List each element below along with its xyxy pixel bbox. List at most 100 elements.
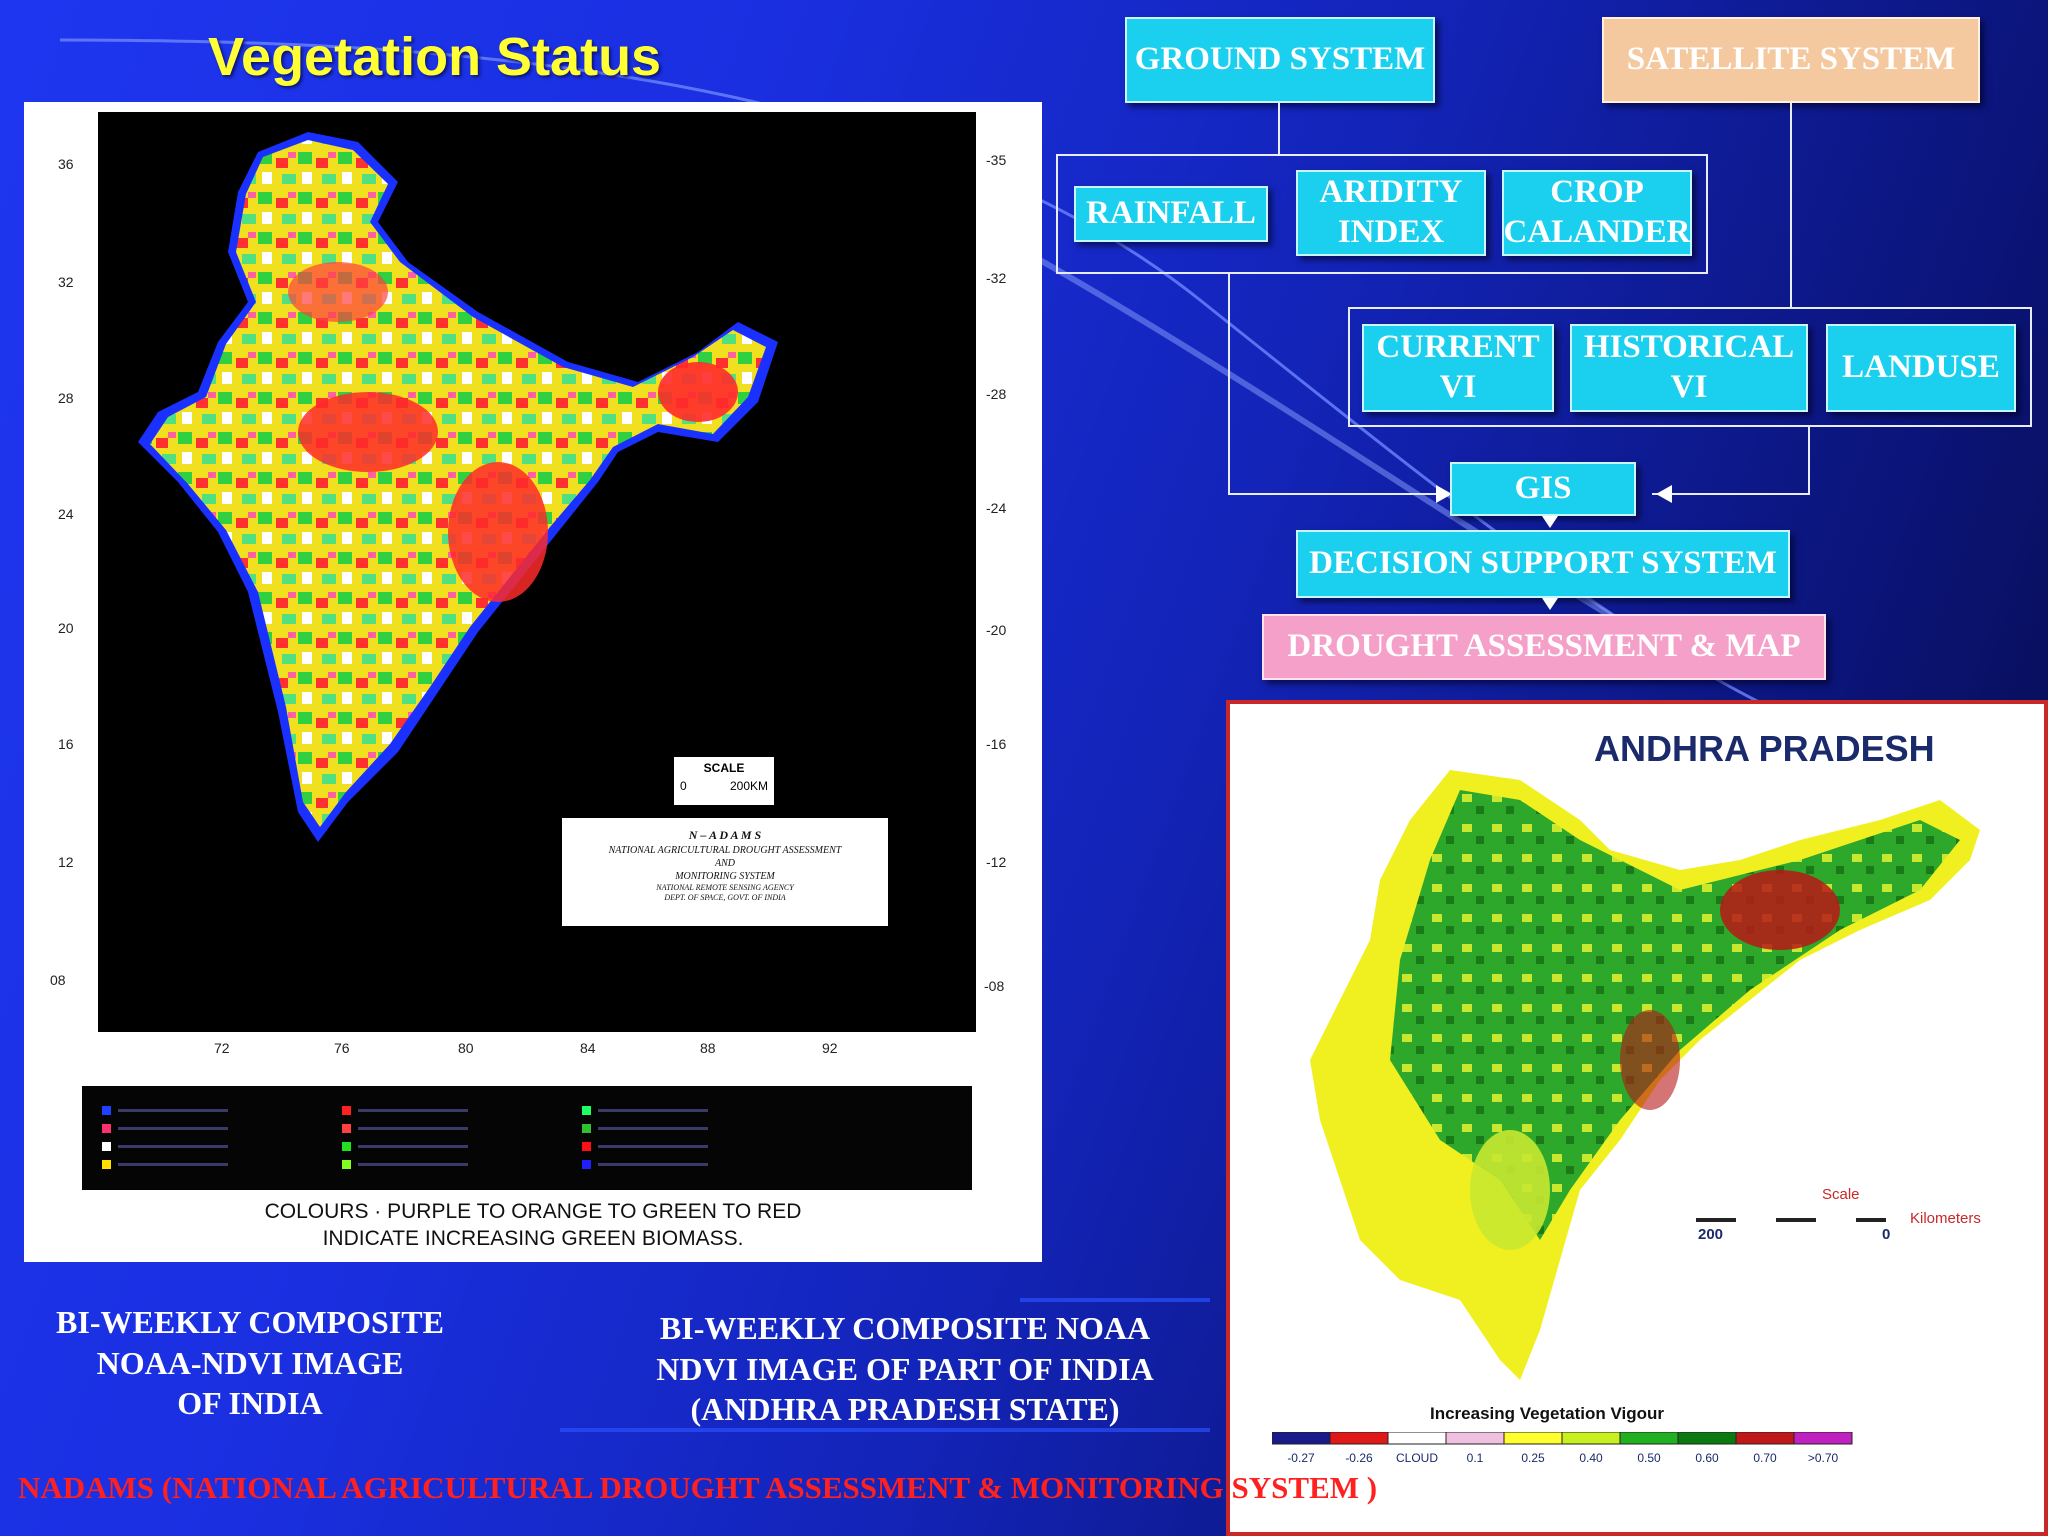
ap-legend-label: >0.70	[1808, 1451, 1839, 1465]
lat-label-right: -32	[986, 270, 1007, 286]
india-legend-swatch	[102, 1106, 111, 1115]
india-legend-swatch	[582, 1106, 591, 1115]
ap-legend-label: 0.1	[1467, 1451, 1484, 1465]
landuse-box: LANDUSE	[1826, 324, 2016, 412]
ap-legend-swatch	[1387, 1432, 1447, 1445]
lon-label: 76	[334, 1040, 350, 1056]
historical-vi-box: HISTORICAL VI	[1570, 324, 1808, 412]
lat-label-right: -28	[986, 386, 1007, 402]
india-legend-strip	[82, 1086, 972, 1190]
lat-label-left: 12	[58, 854, 74, 870]
connector	[1790, 103, 1792, 307]
satellite-system-box: SATELLITE SYSTEM	[1602, 17, 1980, 103]
ap-map-title: ANDHRA PRADESH	[1594, 728, 1935, 769]
lat-label-right: -12	[986, 854, 1007, 870]
aridity-index-box: ARIDITY INDEX	[1296, 170, 1486, 256]
info-line: N – A D A M S	[688, 828, 762, 842]
lat-label-right: -16	[986, 736, 1007, 752]
lat-label-right: -24	[986, 500, 1007, 516]
lat-label-left: 32	[58, 274, 74, 290]
ap-legend-swatch	[1793, 1432, 1853, 1445]
caption-line: NDVI IMAGE OF PART OF INDIA	[656, 1350, 1154, 1387]
lat-label-right: -20	[986, 622, 1007, 638]
india-legend-swatch	[102, 1142, 111, 1151]
ap-legend-swatch	[1272, 1432, 1331, 1445]
ap-legend-swatch	[1735, 1432, 1795, 1445]
arrow-down-icon	[1542, 598, 1558, 610]
info-line: DEPT. OF SPACE, GOVT. OF INDIA	[664, 892, 786, 902]
caption-line: OF INDIA	[177, 1385, 323, 1422]
ap-legend-label: 0.70	[1753, 1451, 1777, 1465]
ap-legend-label: 0.25	[1521, 1451, 1545, 1465]
india-legend-swatch	[342, 1160, 351, 1169]
gis-box: GIS	[1450, 462, 1636, 516]
crop-line: CROP	[1550, 174, 1644, 211]
caption-line: NOAA-NDVI IMAGE	[96, 1344, 404, 1381]
caption-line: BI-WEEKLY COMPOSITE NOAA	[659, 1310, 1151, 1346]
connector	[1228, 274, 1230, 494]
drought-assessment-box: DROUGHT ASSESSMENT & MAP	[1262, 614, 1826, 680]
india-legend-text-line	[598, 1127, 708, 1130]
lat-label-left: 28	[58, 390, 74, 406]
scale-start: 0	[680, 779, 687, 793]
scale-label: SCALE	[703, 761, 745, 775]
rainfall-box: RAINFALL	[1074, 186, 1268, 242]
ap-scale-bar	[1696, 1218, 1886, 1222]
india-legend-text-line	[118, 1127, 228, 1130]
connector	[1808, 427, 1810, 495]
india-legend-text-line	[358, 1145, 468, 1148]
india-legend-swatch	[582, 1160, 591, 1169]
slide-title: Vegetation Status	[208, 27, 662, 87]
ap-scale-unit: Kilometers	[1910, 1210, 1981, 1227]
lat-label-right: -35	[986, 152, 1007, 168]
india-legend-text-line	[118, 1109, 228, 1112]
india-scale-box: SCALE 0 200KM	[673, 756, 775, 806]
scale-end: 200KM	[729, 779, 768, 793]
historical-vi-line: VI	[1670, 369, 1708, 405]
satellite-inputs-group	[1348, 307, 2032, 427]
arrow-down-icon	[1542, 516, 1558, 528]
current-vi-line: CURRENT	[1376, 329, 1540, 366]
andhra-pradesh-ndvi-map	[1310, 770, 1980, 1380]
india-legend-text-line	[358, 1163, 468, 1166]
india-legend-swatch	[342, 1142, 351, 1151]
ap-legend-swatch	[1677, 1432, 1737, 1445]
decision-support-box: DECISION SUPPORT SYSTEM	[1296, 530, 1790, 598]
india-legend-swatch	[102, 1124, 111, 1133]
lat-label-left: 20	[58, 620, 74, 636]
india-color-caption: COLOURS · PURPLE TO ORANGE TO GREEN TO R…	[24, 1198, 1042, 1253]
india-legend-swatch	[102, 1160, 111, 1169]
info-line: MONITORING SYSTEM	[675, 870, 775, 882]
lon-label: 92	[822, 1040, 838, 1056]
ap-legend-label: 0.50	[1637, 1451, 1661, 1465]
india-legend-text-line	[598, 1109, 708, 1112]
india-legend-swatch	[582, 1124, 591, 1133]
lat-label-left: 36	[58, 156, 74, 172]
ap-scale-label: Scale	[1822, 1186, 1860, 1203]
india-legend-text-line	[118, 1163, 228, 1166]
ground-inputs-group	[1056, 154, 1708, 274]
ap-legend-label: 0.40	[1579, 1451, 1603, 1465]
india-legend-text-line	[118, 1145, 228, 1148]
lat-label-left: 16	[58, 736, 74, 752]
ap-legend-swatch	[1561, 1432, 1621, 1445]
ap-legend-label: 0.60	[1695, 1451, 1719, 1465]
arrow-heads	[1436, 485, 1672, 503]
ap-scale-start: 200	[1698, 1226, 1724, 1243]
ap-legend-swatch	[1503, 1432, 1563, 1445]
india-legend-swatches	[102, 1106, 708, 1169]
india-legend-text-line	[358, 1127, 468, 1130]
caption-line: INDICATE INCREASING GREEN BIOMASS.	[322, 1227, 744, 1251]
historical-vi-line: HISTORICAL	[1583, 329, 1795, 366]
ap-legend-swatch	[1619, 1432, 1679, 1445]
lon-label: 80	[458, 1040, 474, 1056]
india-legend-text-line	[358, 1109, 468, 1112]
info-line: NATIONAL AGRICULTURAL DROUGHT ASSESSMENT	[608, 844, 842, 856]
caption-line: COLOURS · PURPLE TO ORANGE TO GREEN TO R…	[264, 1200, 802, 1223]
india-legend-swatch	[342, 1124, 351, 1133]
india-legend-text-line	[598, 1163, 708, 1166]
lon-label: 88	[700, 1040, 716, 1056]
ap-legend-title: Increasing Vegetation Vigour	[1430, 1404, 1664, 1423]
ap-scale-end: 0	[1882, 1226, 1891, 1243]
aridity-line: INDEX	[1337, 214, 1445, 250]
